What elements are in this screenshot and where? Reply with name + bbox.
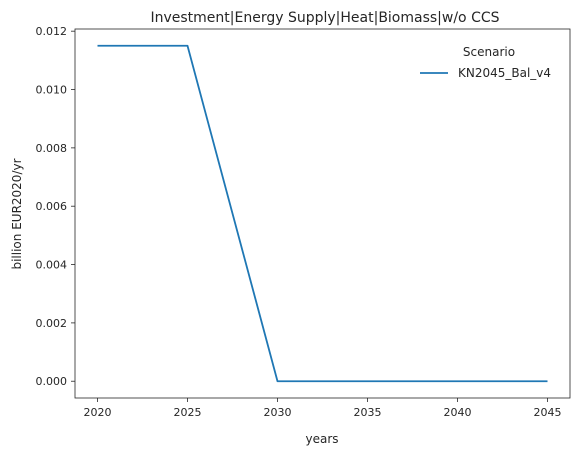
y-tick-label: 0.010: [36, 84, 68, 97]
x-tick-label: 2025: [174, 406, 202, 419]
legend-title: Scenario: [463, 45, 515, 59]
y-tick-label: 0.012: [36, 25, 68, 38]
y-tick-label: 0.002: [36, 317, 68, 330]
y-tick-label: 0.008: [36, 142, 68, 155]
x-axis-label: years: [305, 432, 338, 446]
series-line-kn2045-bal-v4: [97, 44, 548, 383]
x-tick-label: 2040: [444, 406, 472, 419]
x-tick-label: 2035: [354, 406, 382, 419]
plot-frame: [74, 28, 571, 399]
y-tick-label: 0.000: [36, 375, 68, 388]
legend: Scenario KN2045_Bal_v4: [420, 45, 551, 80]
y-tick-label: 0.004: [36, 259, 68, 272]
x-axis-ticks: 2020 2025 2030 2035 2040 2045: [84, 398, 562, 419]
chart-title: Investment|Energy Supply|Heat|Biomass|w/…: [150, 10, 499, 26]
y-tick-label: 0.006: [36, 200, 68, 213]
y-axis-ticks: 0.000 0.002 0.004 0.006 0.008 0.010 0.012: [36, 25, 75, 388]
x-tick-label: 2045: [534, 406, 562, 419]
x-tick-label: 2030: [264, 406, 292, 419]
x-tick-label: 2020: [84, 406, 112, 419]
legend-label-kn2045-bal-v4: KN2045_Bal_v4: [458, 66, 551, 80]
y-axis-label: billion EUR2020/yr: [10, 158, 24, 269]
series-layer: [97, 44, 548, 383]
